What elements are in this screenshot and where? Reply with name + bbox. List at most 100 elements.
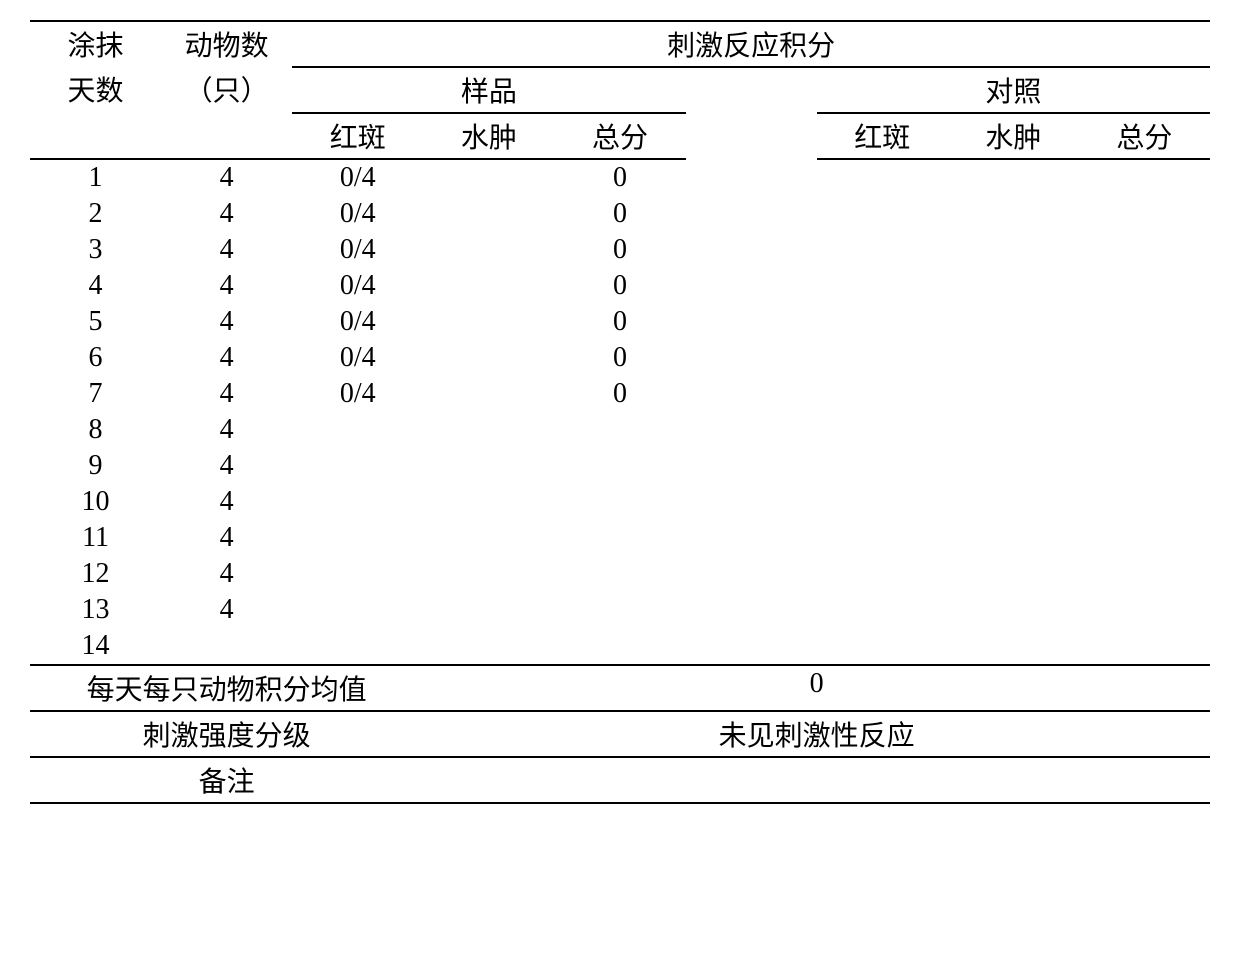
cell-control-edema [948, 304, 1079, 340]
cell-sample-total [554, 484, 685, 520]
cell-control-edema [948, 628, 1079, 665]
cell-sample-total [554, 556, 685, 592]
cell-control-total [1079, 304, 1210, 340]
table-row: 84 [30, 412, 1210, 448]
irritation-score-table: 涂抹 动物数 刺激反应积分 天数 （只） 样品 对照 红斑 水肿 总分 红斑 水… [30, 20, 1210, 804]
cell-animals: 4 [161, 159, 292, 196]
cell-sample-erythema [292, 628, 423, 665]
cell-sample-edema [423, 268, 554, 304]
cell-control-edema [948, 159, 1079, 196]
cell-control-edema [948, 412, 1079, 448]
cell-day: 7 [30, 376, 161, 412]
header-row-1: 涂抹 动物数 刺激反应积分 [30, 21, 1210, 67]
cell-control-edema [948, 592, 1079, 628]
cell-sample-erythema [292, 448, 423, 484]
cell-control-total [1079, 196, 1210, 232]
footer-mean-label: 每天每只动物积分均值 [30, 665, 423, 711]
cell-day: 13 [30, 592, 161, 628]
cell-gap [686, 196, 817, 232]
cell-control-erythema [817, 520, 948, 556]
cell-day: 1 [30, 159, 161, 196]
table-row: 140/40 [30, 159, 1210, 196]
sample-sub-total: 总分 [554, 113, 685, 159]
footer-remark-value [423, 757, 1210, 803]
cell-sample-edema [423, 232, 554, 268]
cell-sample-total [554, 592, 685, 628]
cell-sample-erythema: 0/4 [292, 232, 423, 268]
cell-control-total [1079, 484, 1210, 520]
cell-day: 3 [30, 232, 161, 268]
cell-day: 10 [30, 484, 161, 520]
cell-animals: 4 [161, 376, 292, 412]
cell-control-erythema [817, 448, 948, 484]
col-days-line2: 天数 [30, 67, 161, 113]
cell-sample-erythema [292, 412, 423, 448]
cell-control-erythema [817, 376, 948, 412]
cell-sample-edema [423, 628, 554, 665]
cell-sample-total [554, 448, 685, 484]
control-title: 对照 [817, 67, 1210, 113]
cell-animals: 4 [161, 304, 292, 340]
cell-sample-erythema: 0/4 [292, 268, 423, 304]
header-row-2: 天数 （只） 样品 对照 [30, 67, 1210, 113]
cell-sample-erythema [292, 556, 423, 592]
cell-gap [686, 556, 817, 592]
table-row: 124 [30, 556, 1210, 592]
cell-control-erythema [817, 412, 948, 448]
cell-sample-edema [423, 556, 554, 592]
blank-days [30, 113, 161, 159]
cell-sample-erythema: 0/4 [292, 376, 423, 412]
footer-grade-row: 刺激强度分级 未见刺激性反应 [30, 711, 1210, 757]
cell-sample-erythema: 0/4 [292, 340, 423, 376]
cell-sample-erythema: 0/4 [292, 159, 423, 196]
cell-animals: 4 [161, 520, 292, 556]
cell-sample-total [554, 412, 685, 448]
cell-gap [686, 340, 817, 376]
table-row: 540/4 0 [30, 304, 1210, 340]
cell-control-total [1079, 412, 1210, 448]
cell-control-erythema [817, 159, 948, 196]
cell-gap [686, 232, 817, 268]
sample-sub-erythema: 红斑 [292, 113, 423, 159]
cell-control-total [1079, 448, 1210, 484]
cell-animals: 4 [161, 484, 292, 520]
footer-remark-label: 备注 [30, 757, 423, 803]
cell-day: 8 [30, 412, 161, 448]
cell-gap [686, 628, 817, 665]
cell-sample-erythema: 0/4 [292, 304, 423, 340]
header-row-3: 红斑 水肿 总分 红斑 水肿 总分 [30, 113, 1210, 159]
cell-sample-erythema [292, 520, 423, 556]
footer-grade-label: 刺激强度分级 [30, 711, 423, 757]
cell-control-total [1079, 232, 1210, 268]
cell-sample-total: 0 [554, 268, 685, 304]
cell-control-erythema [817, 628, 948, 665]
cell-sample-edema [423, 376, 554, 412]
footer-mean-row: 每天每只动物积分均值 0 [30, 665, 1210, 711]
cell-sample-edema [423, 196, 554, 232]
cell-control-edema [948, 340, 1079, 376]
cell-animals: 4 [161, 592, 292, 628]
cell-control-total [1079, 628, 1210, 665]
cell-sample-edema [423, 159, 554, 196]
cell-control-total [1079, 556, 1210, 592]
table-row: 240/40 [30, 196, 1210, 232]
cell-sample-erythema: 0/4 [292, 196, 423, 232]
col-animals-line2: （只） [161, 67, 292, 113]
cell-control-total [1079, 376, 1210, 412]
cell-day: 5 [30, 304, 161, 340]
cell-day: 9 [30, 448, 161, 484]
cell-gap [686, 520, 817, 556]
sample-title: 样品 [292, 67, 685, 113]
cell-control-edema [948, 448, 1079, 484]
cell-sample-erythema [292, 484, 423, 520]
table-row: 104 [30, 484, 1210, 520]
cell-sample-total: 0 [554, 232, 685, 268]
cell-control-erythema [817, 268, 948, 304]
cell-gap [686, 412, 817, 448]
cell-sample-total: 0 [554, 304, 685, 340]
cell-gap [686, 448, 817, 484]
cell-day: 6 [30, 340, 161, 376]
table-row: 94 [30, 448, 1210, 484]
cell-control-erythema [817, 232, 948, 268]
sample-sub-edema: 水肿 [423, 113, 554, 159]
